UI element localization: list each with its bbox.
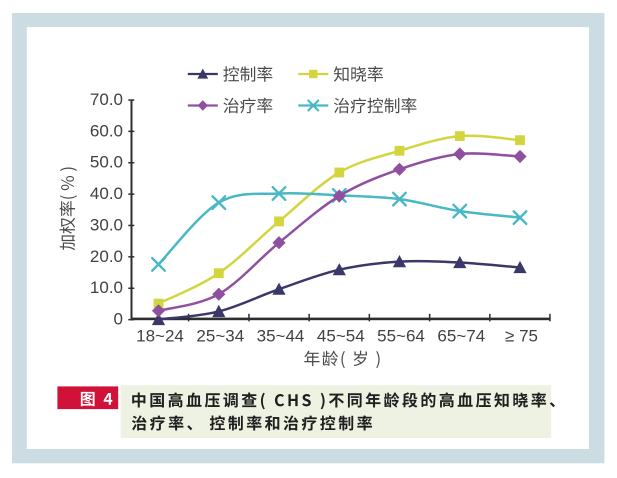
- svg-text:50.0: 50.0: [90, 153, 123, 172]
- svg-text:18~24: 18~24: [136, 327, 184, 346]
- svg-text:0: 0: [114, 310, 123, 329]
- svg-text:40.0: 40.0: [90, 184, 123, 203]
- svg-text:55~64: 55~64: [377, 327, 425, 346]
- svg-text:70.0: 70.0: [90, 90, 123, 109]
- svg-text:45~54: 45~54: [317, 327, 365, 346]
- svg-text:20.0: 20.0: [90, 247, 123, 266]
- svg-text:60.0: 60.0: [90, 121, 123, 140]
- svg-text:35~44: 35~44: [257, 327, 305, 346]
- svg-text:≥ 75: ≥ 75: [505, 327, 538, 346]
- svg-text:65~74: 65~74: [437, 327, 485, 346]
- svg-text:25~34: 25~34: [196, 327, 244, 346]
- svg-text:10.0: 10.0: [90, 278, 123, 297]
- svg-text:30.0: 30.0: [90, 216, 123, 235]
